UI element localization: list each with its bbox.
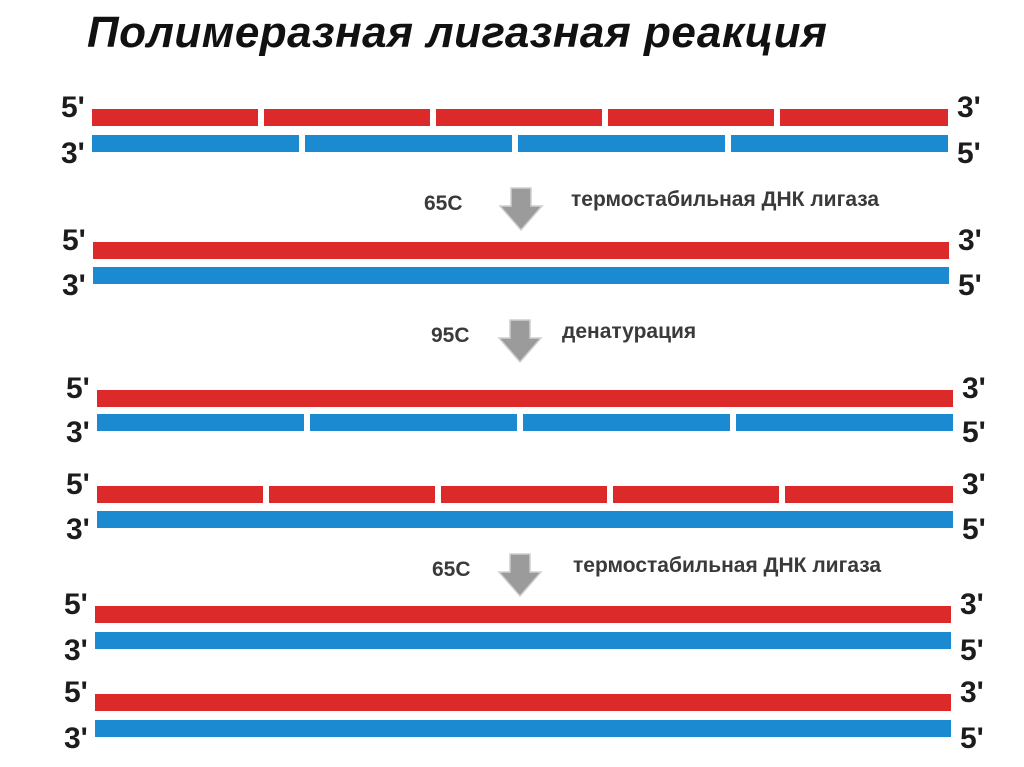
five-prime-label: 5' [962,513,986,546]
strand-fragment [731,135,948,152]
top-strand [92,109,948,126]
strand-fragment [93,242,949,259]
top-strand [97,390,953,407]
strand-fragment [93,267,949,284]
bottom-strand [95,632,951,649]
strand-fragment [608,109,774,126]
bottom-strand [97,414,953,431]
three-prime-label: 3' [64,634,88,667]
three-prime-label: 3' [960,676,984,709]
five-prime-label: 5' [62,224,86,257]
top-strand [97,486,953,503]
three-prime-label: 3' [66,416,90,449]
strand-fragment [785,486,953,503]
down-arrow-icon [497,318,543,369]
strand-fragment [305,135,512,152]
step-temperature: 65С [432,558,471,581]
strand-fragment [95,694,951,711]
strand-fragment [97,511,953,528]
five-prime-label: 5' [64,588,88,621]
step-description: термостабильная ДНК лигаза [573,554,882,577]
five-prime-label: 5' [64,676,88,709]
strand-fragment [441,486,607,503]
down-arrow-icon [497,552,543,603]
strand-fragment [97,390,953,407]
strand-fragment [736,414,953,431]
strand-fragment [95,606,951,623]
five-prime-label: 5' [958,269,982,302]
five-prime-label: 5' [960,634,984,667]
three-prime-label: 3' [62,269,86,302]
bottom-strand [93,267,949,284]
strand-fragment [523,414,730,431]
strand-fragment [518,135,725,152]
strand-fragment [780,109,948,126]
strand-fragment [97,486,263,503]
five-prime-label: 5' [66,372,90,405]
bottom-strand [92,135,948,152]
step-temperature: 95С [431,324,470,347]
three-prime-label: 3' [61,137,85,170]
three-prime-label: 3' [962,468,986,501]
three-prime-label: 3' [960,588,984,621]
strand-fragment [264,109,430,126]
strand-fragment [95,632,951,649]
step-temperature: 65С [424,192,463,215]
strand-fragment [310,414,517,431]
top-strand [95,694,951,711]
strand-fragment [436,109,602,126]
strand-fragment [92,109,258,126]
strand-fragment [613,486,779,503]
three-prime-label: 3' [64,722,88,755]
three-prime-label: 3' [957,91,981,124]
step-description: денатурация [562,320,697,343]
strand-fragment [97,414,304,431]
five-prime-label: 5' [66,468,90,501]
three-prime-label: 3' [958,224,982,257]
top-strand [95,606,951,623]
bottom-strand [97,511,953,528]
three-prime-label: 3' [66,513,90,546]
top-strand [93,242,949,259]
strand-fragment [92,135,299,152]
three-prime-label: 3' [962,372,986,405]
bottom-strand [95,720,951,737]
page-title: Полимеразная лигазная реакция [87,8,828,57]
step-description: термостабильная ДНК лигаза [571,188,880,211]
five-prime-label: 5' [957,137,981,170]
down-arrow-icon [498,186,544,237]
strand-fragment [95,720,951,737]
five-prime-label: 5' [960,722,984,755]
strand-fragment [269,486,435,503]
five-prime-label: 5' [962,416,986,449]
five-prime-label: 5' [61,91,85,124]
